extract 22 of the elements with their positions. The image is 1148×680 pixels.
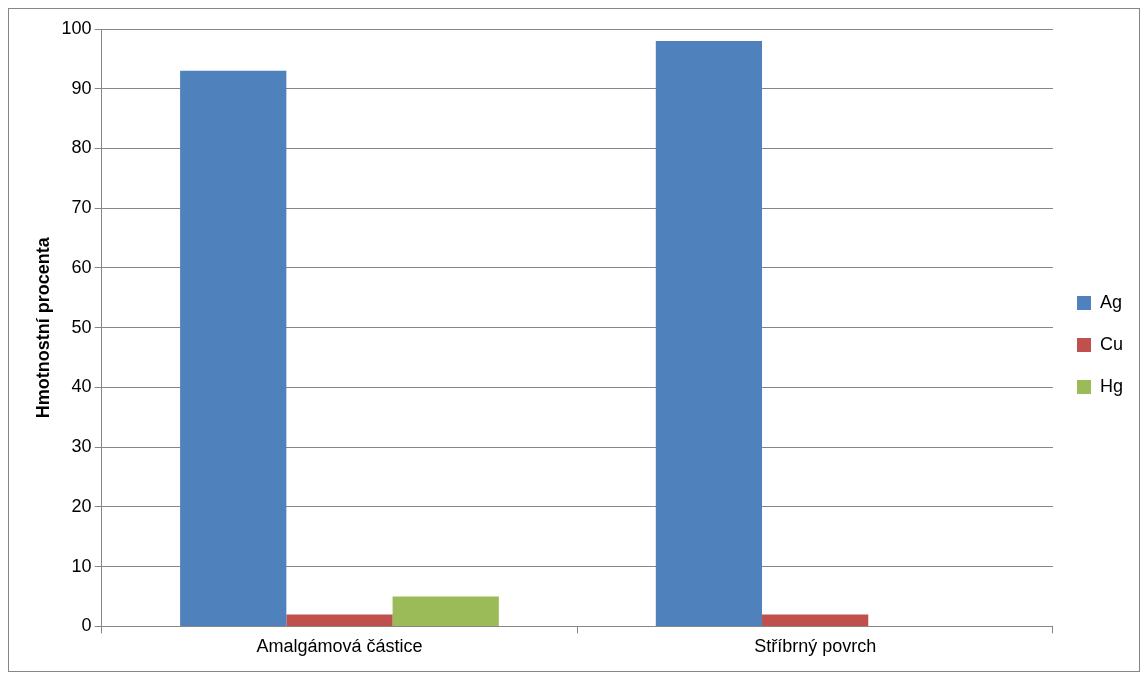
- y-tick-label: 70: [71, 197, 92, 218]
- bar: [392, 596, 499, 626]
- y-tick-label: 0: [81, 615, 92, 636]
- y-tick-label: 30: [71, 436, 92, 457]
- y-tick-label: 80: [71, 137, 92, 158]
- y-axis-title: Hmotnostní procenta: [32, 236, 53, 419]
- y-tick-label: 100: [61, 17, 92, 38]
- legend-label: Ag: [1099, 291, 1123, 312]
- x-tick-label: Amalgámová částice: [256, 636, 423, 657]
- y-tick-label: 90: [71, 77, 92, 98]
- bar: [286, 614, 393, 626]
- legend-label: Cu: [1099, 333, 1124, 354]
- y-tick-label: 60: [71, 256, 92, 277]
- y-tick-label: 40: [71, 376, 92, 397]
- bar: [762, 614, 869, 626]
- bar: [180, 70, 287, 626]
- y-tick-label: 10: [71, 555, 92, 576]
- legend-label: Hg: [1099, 375, 1124, 396]
- x-tick-label: Stříbrný povrch: [754, 636, 877, 657]
- y-tick-label: 50: [71, 316, 92, 337]
- bar: [655, 40, 763, 626]
- y-tick-label: 20: [71, 495, 92, 516]
